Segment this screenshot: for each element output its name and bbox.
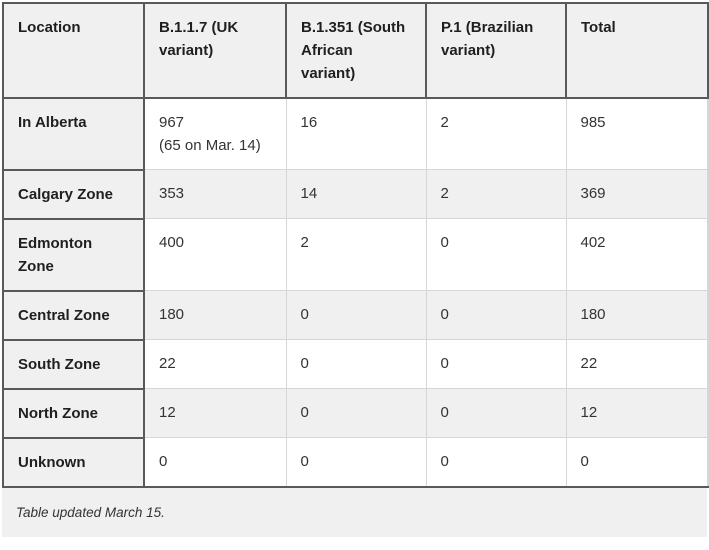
table-row-calgary-zone: Calgary Zone 353 14 2 369: [2, 168, 709, 220]
cell-b117: 967 (65 on Mar. 14): [143, 97, 287, 170]
cell-total: 12: [565, 388, 709, 438]
cell-p1: 0: [425, 290, 567, 340]
cell-b1351: 0: [285, 290, 427, 340]
cell-b117: 353: [143, 169, 287, 219]
cell-p1: 0: [425, 388, 567, 438]
row-label: Edmonton Zone: [2, 217, 145, 292]
cell-p1: 0: [425, 218, 567, 291]
column-header-location: Location: [2, 2, 145, 99]
header-row: Location B.1.1.7 (UK variant) B.1.351 (S…: [2, 2, 709, 99]
cell-b117: 22: [143, 339, 287, 389]
row-label: North Zone: [2, 387, 145, 439]
cell-total: 180: [565, 290, 709, 340]
column-header-p1: P.1 (Brazilian variant): [425, 2, 567, 99]
cell-p1: 2: [425, 97, 567, 170]
table-row-in-alberta: In Alberta 967 (65 on Mar. 14) 16 2 985: [2, 97, 709, 171]
cell-b117: 400: [143, 218, 287, 291]
table-footer: Table updated March 15.: [2, 487, 707, 537]
cell-b1351: 14: [285, 169, 427, 219]
row-label: Calgary Zone: [2, 168, 145, 220]
cell-value: 967: [159, 114, 185, 131]
cell-p1: 2: [425, 169, 567, 219]
column-header-b117: B.1.1.7 (UK variant): [143, 2, 287, 99]
cell-total: 0: [565, 437, 709, 488]
table-updated-note: Table updated March 15.: [16, 504, 165, 520]
cell-total: 402: [565, 218, 709, 291]
row-label: In Alberta: [2, 97, 145, 171]
table-row-unknown: Unknown 0 0 0 0: [2, 436, 709, 488]
column-header-total: Total: [565, 2, 709, 99]
cell-note: (65 on Mar. 14): [159, 137, 261, 154]
cell-b1351: 2: [285, 218, 427, 291]
column-header-b1351: B.1.351 (South African variant): [285, 2, 427, 99]
cell-p1: 0: [425, 339, 567, 389]
table-row-north-zone: North Zone 12 0 0 12: [2, 387, 709, 439]
cell-b1351: 0: [285, 388, 427, 438]
row-label: Unknown: [2, 436, 145, 488]
cell-b117: 12: [143, 388, 287, 438]
table-row-central-zone: Central Zone 180 0 0 180: [2, 289, 709, 341]
table-row-south-zone: South Zone 22 0 0 22: [2, 338, 709, 390]
cell-b1351: 16: [285, 97, 427, 170]
row-label: Central Zone: [2, 289, 145, 341]
cell-total: 985: [565, 97, 709, 170]
cell-b1351: 0: [285, 437, 427, 488]
table-row-edmonton-zone: Edmonton Zone 400 2 0 402: [2, 217, 709, 292]
row-label: South Zone: [2, 338, 145, 390]
cell-b117: 0: [143, 437, 287, 488]
cell-total: 369: [565, 169, 709, 219]
cell-b1351: 0: [285, 339, 427, 389]
variant-table: Location B.1.1.7 (UK variant) B.1.351 (S…: [2, 2, 709, 488]
cell-b117: 180: [143, 290, 287, 340]
cell-total: 22: [565, 339, 709, 389]
cell-p1: 0: [425, 437, 567, 488]
